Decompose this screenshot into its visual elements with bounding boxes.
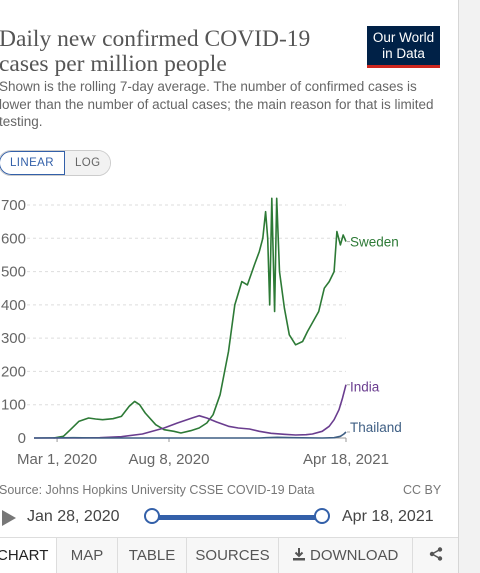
- x-tick-label: Aug 8, 2020: [129, 451, 210, 468]
- timeline-start-date: Jan 28, 2020: [27, 508, 120, 525]
- series-line-thailand: [33, 431, 347, 439]
- y-tick-label: 400: [1, 297, 26, 314]
- timeline: Jan 28, 2020 Apr 18, 2021: [0, 505, 458, 531]
- scale-toggle: LINEAR LOG: [0, 150, 112, 176]
- y-tick-label: 200: [1, 363, 26, 380]
- timeline-start-handle[interactable]: [144, 508, 160, 524]
- chart-subtitle: Shown is the rolling 7-day average. The …: [0, 79, 434, 129]
- series-label-india: India: [350, 380, 380, 395]
- y-tick-label: 700: [1, 197, 26, 214]
- license-link[interactable]: CC BY: [403, 483, 442, 497]
- chart-card: Daily new confirmed COVID-19 cases per m…: [0, 0, 458, 573]
- line-chart: 0 100 200 300 400 500 600 700 Mar 1, 2020 Aug 8, …: [1, 197, 402, 468]
- tab-chart[interactable]: CHART: [0, 538, 57, 573]
- owid-logo[interactable]: Our World in Data: [367, 26, 440, 68]
- chart-title: Daily new confirmed COVID-19 cases per m…: [0, 26, 311, 77]
- y-tick-label: 300: [1, 330, 26, 347]
- timeline-end-handle[interactable]: [314, 508, 330, 524]
- share-button[interactable]: [413, 538, 458, 573]
- series-label-sweden: Sweden: [350, 235, 399, 250]
- page-edge: [458, 0, 459, 573]
- tab-bar: CHART MAP TABLE SOURCES DOWNLOAD: [0, 537, 458, 573]
- y-tick-label: 100: [1, 397, 26, 414]
- series-label-thailand: Thailand: [350, 420, 402, 435]
- timeline-track[interactable]: [152, 515, 322, 520]
- log-scale-button[interactable]: LOG: [64, 151, 111, 175]
- play-icon[interactable]: [2, 510, 16, 526]
- series-line-india: [34, 384, 347, 439]
- logo-line-2: in Data: [382, 45, 425, 61]
- y-tick-label: 600: [1, 230, 26, 247]
- tab-table[interactable]: TABLE: [118, 538, 187, 573]
- source-text[interactable]: Source: Johns Hopkins University CSSE CO…: [0, 483, 315, 497]
- tab-sources[interactable]: SOURCES: [187, 538, 279, 573]
- series-line-sweden: [53, 197, 347, 439]
- linear-scale-button[interactable]: LINEAR: [0, 151, 65, 175]
- tab-map[interactable]: MAP: [57, 538, 118, 573]
- tab-download[interactable]: DOWNLOAD: [279, 538, 413, 573]
- x-tick-label: Apr 18, 2021: [303, 451, 389, 468]
- download-icon: [293, 548, 305, 561]
- x-tick-label: Mar 1, 2020: [17, 451, 97, 468]
- logo-line-1: Our World: [372, 30, 435, 45]
- timeline-end-date: Apr 18, 2021: [342, 508, 434, 525]
- tab-download-label: DOWNLOAD: [310, 547, 399, 564]
- y-tick-label: 0: [18, 430, 26, 447]
- share-icon: [429, 547, 442, 561]
- y-tick-label: 500: [1, 264, 26, 281]
